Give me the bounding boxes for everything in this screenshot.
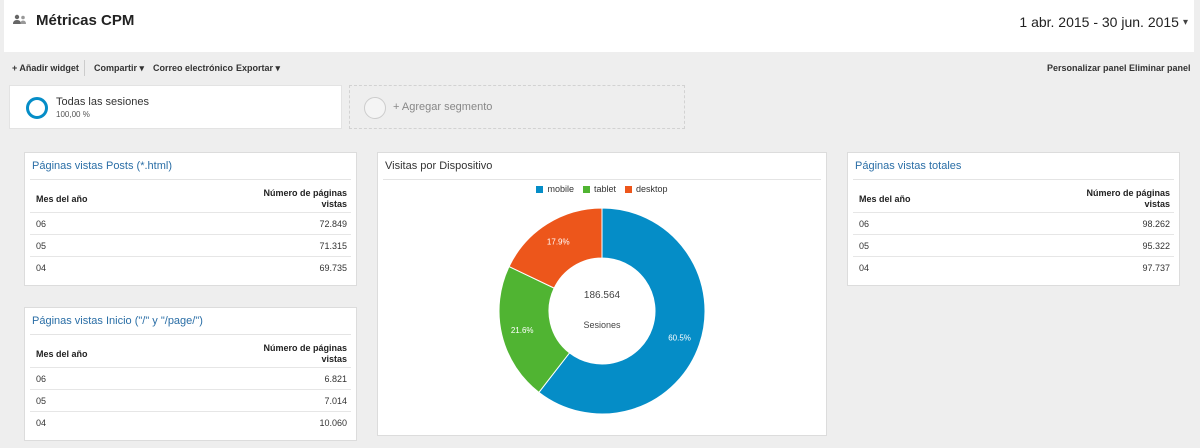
widget-title[interactable]: Visitas por Dispositivo bbox=[385, 160, 493, 172]
cell-value: 69.735 bbox=[319, 263, 347, 273]
table-row: 06 72.849 bbox=[30, 212, 351, 234]
divider bbox=[853, 179, 1174, 180]
donut-center-value: 186.564 bbox=[584, 290, 621, 301]
page-title: Métricas CPM bbox=[36, 12, 135, 29]
legend-swatch bbox=[582, 185, 590, 193]
table-row: 05 95.322 bbox=[853, 234, 1174, 256]
toolbar-divider bbox=[84, 60, 85, 76]
segment-ring-icon bbox=[26, 97, 48, 119]
cell-month: 04 bbox=[859, 263, 870, 273]
table-row: 04 10.060 bbox=[30, 411, 351, 433]
date-range-picker[interactable]: 1 abr. 2015 - 30 jun. 2015 ▾ bbox=[1019, 14, 1188, 30]
cell-value: 97.737 bbox=[1142, 263, 1170, 273]
table-row: 04 69.735 bbox=[30, 256, 351, 278]
email-button[interactable]: Correo electrónico bbox=[153, 63, 234, 73]
legend-item-mobile[interactable]: mobile bbox=[536, 184, 574, 194]
active-segment[interactable]: Todas las sesiones 100,00 % bbox=[9, 85, 342, 129]
column-header-pageviews[interactable]: Número de páginas vistas bbox=[263, 188, 347, 209]
cell-month: 04 bbox=[36, 263, 47, 273]
slice-label: 17.9% bbox=[547, 238, 570, 247]
legend-item-desktop[interactable]: desktop bbox=[625, 184, 668, 194]
table-row: 06 98.262 bbox=[853, 212, 1174, 234]
cell-month: 05 bbox=[859, 241, 870, 251]
chart-legend: mobile tablet desktop bbox=[378, 184, 826, 194]
share-menu[interactable]: Compartir ▾ bbox=[94, 63, 144, 74]
divider bbox=[30, 179, 351, 180]
legend-swatch bbox=[625, 185, 632, 193]
column-header-pageviews[interactable]: Número de páginas vistas bbox=[1086, 188, 1170, 209]
widget-title[interactable]: Páginas vistas totales bbox=[855, 160, 962, 172]
table-row: 05 7.014 bbox=[30, 389, 351, 411]
export-label: Exportar bbox=[236, 63, 274, 73]
column-header-month[interactable]: Mes del año bbox=[859, 194, 911, 204]
cell-month: 05 bbox=[36, 396, 47, 406]
share-label: Compartir bbox=[94, 63, 138, 73]
donut-slice-desktop[interactable] bbox=[508, 207, 603, 289]
divider bbox=[383, 179, 821, 180]
cell-value: 7.014 bbox=[324, 396, 347, 406]
table-row: 06 6.821 bbox=[30, 367, 351, 389]
legend-label: mobile bbox=[547, 184, 574, 194]
empty-segment-ring-icon bbox=[364, 97, 386, 119]
cell-value: 98.262 bbox=[1142, 219, 1170, 229]
date-range-label: 1 abr. 2015 - 30 jun. 2015 bbox=[1019, 14, 1179, 30]
divider bbox=[30, 334, 351, 335]
export-menu[interactable]: Exportar ▾ bbox=[236, 63, 280, 74]
report-header: Métricas CPM 1 abr. 2015 - 30 jun. 2015 … bbox=[4, 0, 1194, 52]
widget-title[interactable]: Páginas vistas Inicio ("/" y "/page/") bbox=[32, 315, 203, 327]
table-row: 04 97.737 bbox=[853, 256, 1174, 278]
cell-month: 05 bbox=[36, 241, 47, 251]
widget-home-pageviews: Páginas vistas Inicio ("/" y "/page/") M… bbox=[24, 307, 357, 441]
widget-total-pageviews: Páginas vistas totales Mes del año Númer… bbox=[847, 152, 1180, 286]
caret-down-icon: ▾ bbox=[139, 63, 145, 73]
donut-slice-mobile[interactable] bbox=[538, 207, 706, 415]
cell-month: 06 bbox=[36, 219, 47, 229]
legend-label: desktop bbox=[636, 184, 668, 194]
cell-month: 06 bbox=[36, 374, 47, 384]
cell-value: 72.849 bbox=[319, 219, 347, 229]
cell-month: 04 bbox=[36, 418, 47, 428]
add-segment-label: + Agregar segmento bbox=[393, 101, 493, 113]
add-segment-button[interactable]: + Agregar segmento bbox=[349, 85, 685, 129]
column-header-month[interactable]: Mes del año bbox=[36, 194, 88, 204]
delete-dashboard-button[interactable]: Eliminar panel bbox=[1129, 63, 1191, 73]
cell-value: 95.322 bbox=[1142, 241, 1170, 251]
legend-swatch bbox=[536, 185, 544, 193]
users-icon bbox=[13, 14, 26, 24]
donut-slice-tablet[interactable] bbox=[498, 265, 571, 394]
cell-month: 06 bbox=[859, 219, 870, 229]
cell-value: 10.060 bbox=[319, 418, 347, 428]
segment-name: Todas las sesiones bbox=[56, 96, 149, 108]
add-widget-button[interactable]: + Añadir widget bbox=[12, 63, 79, 73]
cell-value: 71.315 bbox=[319, 241, 347, 251]
table-row: 05 71.315 bbox=[30, 234, 351, 256]
slice-label: 60.5% bbox=[668, 334, 691, 343]
column-header-month[interactable]: Mes del año bbox=[36, 349, 88, 359]
cell-value: 6.821 bbox=[324, 374, 347, 384]
widget-device-visits: Visitas por Dispositivo mobile tablet desk… bbox=[377, 152, 827, 436]
donut-center-label: Sesiones bbox=[583, 320, 621, 330]
legend-item-tablet[interactable]: tablet bbox=[582, 184, 616, 194]
column-header-pageviews[interactable]: Número de páginas vistas bbox=[263, 343, 347, 364]
device-donut-chart: 60.5% 21.6% 17.9% 186.564 Sesiones bbox=[498, 207, 706, 415]
segment-percent: 100,00 % bbox=[56, 110, 90, 119]
widget-title[interactable]: Páginas vistas Posts (*.html) bbox=[32, 160, 172, 172]
caret-down-icon: ▾ bbox=[275, 63, 281, 73]
legend-label: tablet bbox=[593, 184, 616, 194]
widget-posts-pageviews: Páginas vistas Posts (*.html) Mes del añ… bbox=[24, 152, 357, 286]
dashboard-toolbar: + Añadir widget Compartir ▾ Correo elect… bbox=[0, 57, 1200, 79]
slice-label: 21.6% bbox=[511, 326, 534, 335]
customize-dashboard-button[interactable]: Personalizar panel bbox=[1047, 63, 1127, 73]
chevron-down-icon: ▾ bbox=[1182, 16, 1188, 28]
